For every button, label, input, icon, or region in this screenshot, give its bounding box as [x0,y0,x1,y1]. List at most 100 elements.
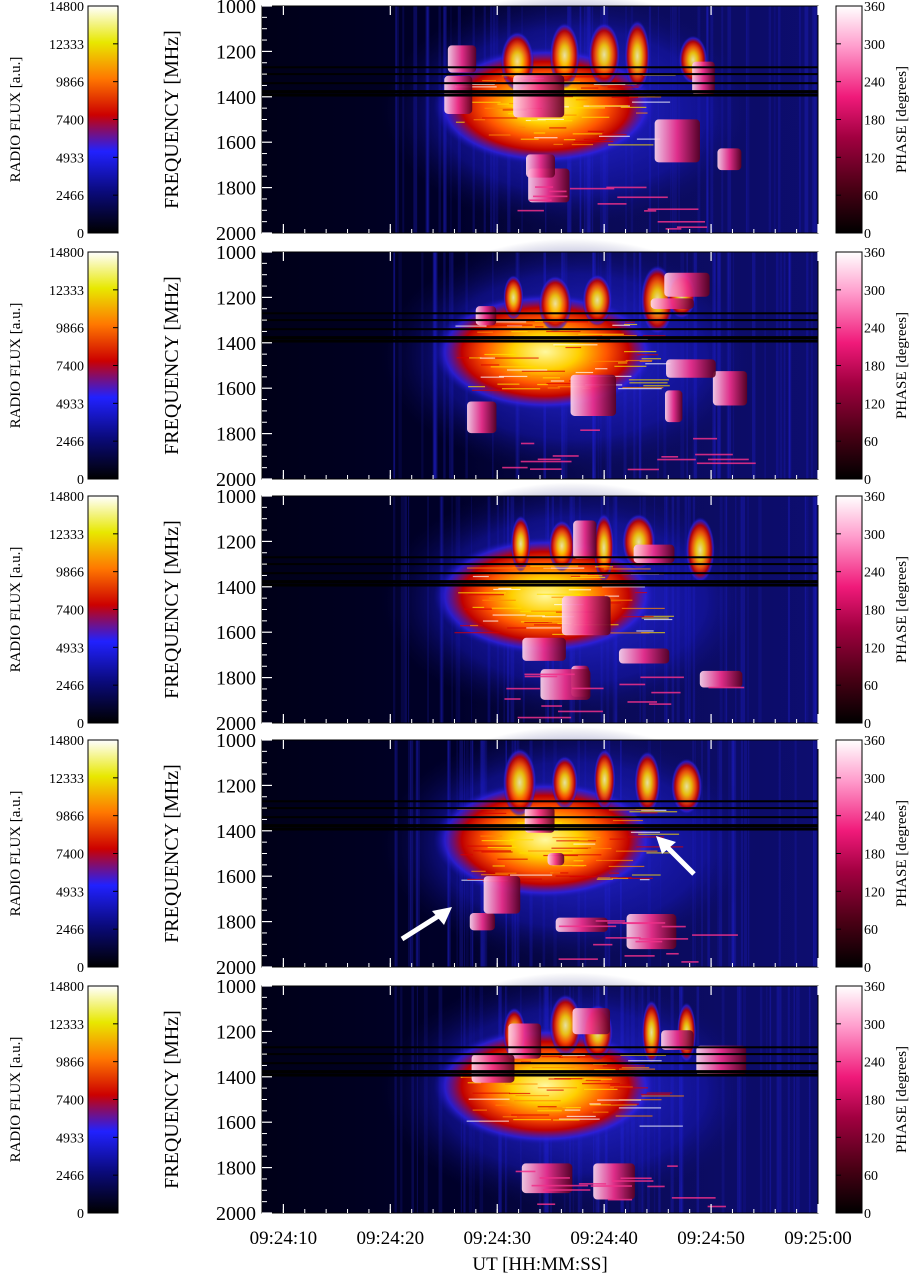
flux-colorbar-tick-label: 12333 [49,772,84,787]
emission-streak [581,87,599,89]
emission-streak [610,1103,640,1105]
phase-streak [515,1170,536,1173]
phase-patch [471,1054,515,1083]
y-tick-label: 1600 [216,132,256,154]
emission-streak [489,597,501,599]
background-striation [783,252,785,479]
emission-streak [471,870,486,872]
emission-streak [636,354,659,356]
flux-colorbar-tick-label: 9866 [56,1056,84,1071]
emission-streak [537,1110,562,1112]
phase-patch [664,272,710,297]
y-tick-label: 1400 [216,1067,256,1089]
emission-streak [546,1089,564,1091]
phase-streak [661,925,686,928]
rfi-band [262,583,818,587]
emission-streak [587,130,604,132]
emission-streak [550,380,565,382]
y-axis-label: FREQUENCY [MHz] [161,520,183,699]
emission-finger [548,520,576,572]
emission-streak [602,335,637,337]
emission-finger [634,751,661,815]
phase-streak [524,675,558,678]
rfi-band [262,312,818,315]
phase-colorbar-tick-label: 60 [864,923,878,938]
phase-patch [717,148,742,171]
y-axis-label: FREQUENCY [MHz] [161,764,183,943]
flux-colorbar-tick-label: 9866 [56,322,84,337]
emission-streak [589,1103,601,1105]
background-striation [811,252,813,479]
emission-streak [456,357,479,359]
rfi-band [262,319,818,322]
emission-streak [584,1088,618,1090]
phase-streak [502,466,528,469]
emission-streak [627,836,665,838]
emission-streak [562,1054,586,1056]
emission-streak [501,388,541,390]
phase-streak [578,1183,607,1185]
rfi-band [262,336,818,340]
background-striation [775,252,779,479]
emission-streak [560,106,569,108]
y-tick-label: 1800 [216,668,256,690]
emission-streak [620,1054,667,1056]
emission-finger [502,748,537,817]
phase-streak [696,462,756,465]
phase-streak [537,1203,556,1206]
phase-colorbar-tick-label: 300 [864,1018,885,1033]
emission-streak [612,819,643,822]
y-tick-label: 1200 [216,41,256,63]
emission-streak [552,864,587,867]
emission-finger [551,755,579,810]
phase-streak [708,686,745,689]
emission-streak [556,88,577,90]
y-tick-label: 2000 [216,469,256,491]
emission-streak [501,75,515,77]
emission-streak [473,119,486,121]
emission-streak [587,573,630,575]
phase-streak [533,195,568,198]
y-tick-label: 1400 [216,577,256,599]
rfi-band [262,807,818,810]
phase-patch [522,637,566,661]
rfi-band [262,82,818,85]
flux-colorbar-tick-label: 7400 [56,360,84,375]
emission-streak [571,143,594,146]
emission-streak [639,360,652,363]
emission-streak [507,369,548,371]
emission-finger [593,748,616,811]
emission-streak [592,1111,609,1113]
emission-streak [629,96,662,98]
phase-streak [644,210,657,212]
emission-streak [542,321,589,323]
flux-colorbar-tick-label: 12333 [49,38,84,53]
phase-streak [504,698,521,700]
emission-streak [467,845,512,847]
flux-colorbar-tick-label: 4933 [56,641,84,656]
phase-streak [707,458,749,461]
background-striation [812,740,814,967]
phase-streak [558,958,598,960]
emission-streak [639,879,650,881]
emission-streak [589,360,628,362]
phase-patch [618,648,670,664]
arrow-head [656,836,676,854]
phase-streak [667,1165,678,1167]
phase-streak [597,203,627,205]
background-striation [793,986,795,1213]
phase-patch [654,119,700,163]
flux-colorbar-tick-label: 9866 [56,76,84,91]
emission-streak [532,375,562,377]
emission-streak [519,852,530,854]
phase-colorbar-tick-label: 60 [864,679,878,694]
background-striation [804,496,807,723]
flux-colorbar-tick-label: 2466 [56,679,84,694]
emission-streak [638,833,680,835]
phase-colorbar-tick-label: 300 [864,38,885,53]
emission-streak [470,624,479,627]
phase-streak [558,925,617,928]
phase-streak [651,691,681,694]
emission-streak [537,1106,557,1108]
